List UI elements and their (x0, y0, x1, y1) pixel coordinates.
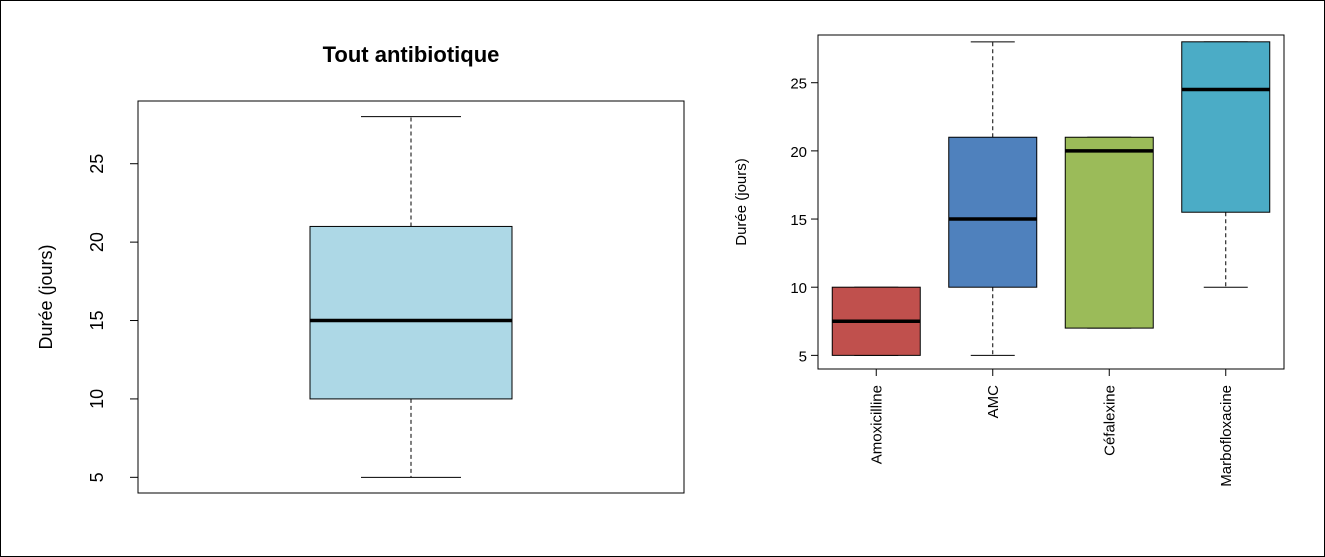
chart-left-marks: 5 10 15 20 25 (87, 116, 513, 482)
chart-left-title: Tout antibiotique (323, 42, 500, 67)
x-tick-label-marbofloxacine: Marbofloxacine (1218, 385, 1235, 487)
x-tick-label-amc: AMC (985, 385, 1002, 419)
y-tick-label-20: 20 (790, 144, 807, 161)
y-tick-label-10: 10 (790, 280, 807, 297)
chart-right-ylabel: Durée (jours) (733, 158, 750, 246)
box-amc (948, 136, 1038, 288)
y-tick-label-5: 5 (799, 348, 807, 365)
box-marbofloxacine (1181, 41, 1271, 213)
y-tick-label-25: 25 (87, 154, 107, 174)
x-tick-label-amoxicilline: Amoxicilline (868, 385, 885, 464)
box-box (309, 225, 513, 400)
y-tick-label-5: 5 (87, 472, 107, 482)
chart-right: Durée (jours) 5 10 15 20 25 Amoxicilline AMC Cé… (733, 34, 1285, 487)
chart-right-marks: 5 10 15 20 25 Amoxicilline AMC Céfalexine Marbof… (790, 41, 1271, 487)
y-tick-label-25: 25 (790, 76, 807, 93)
box-c-falexine (1064, 136, 1154, 329)
y-tick-label-10: 10 (87, 389, 107, 409)
y-tick-label-15: 15 (87, 311, 107, 331)
chart-left-ylabel: Durée (jours) (36, 244, 56, 349)
x-tick-label-c-falexine: Céfalexine (1101, 385, 1118, 456)
chart-left: Tout antibiotique Durée (jours) 5 10 15 20 2… (36, 42, 685, 494)
y-tick-label-20: 20 (87, 232, 107, 252)
y-tick-label-15: 15 (790, 212, 807, 229)
